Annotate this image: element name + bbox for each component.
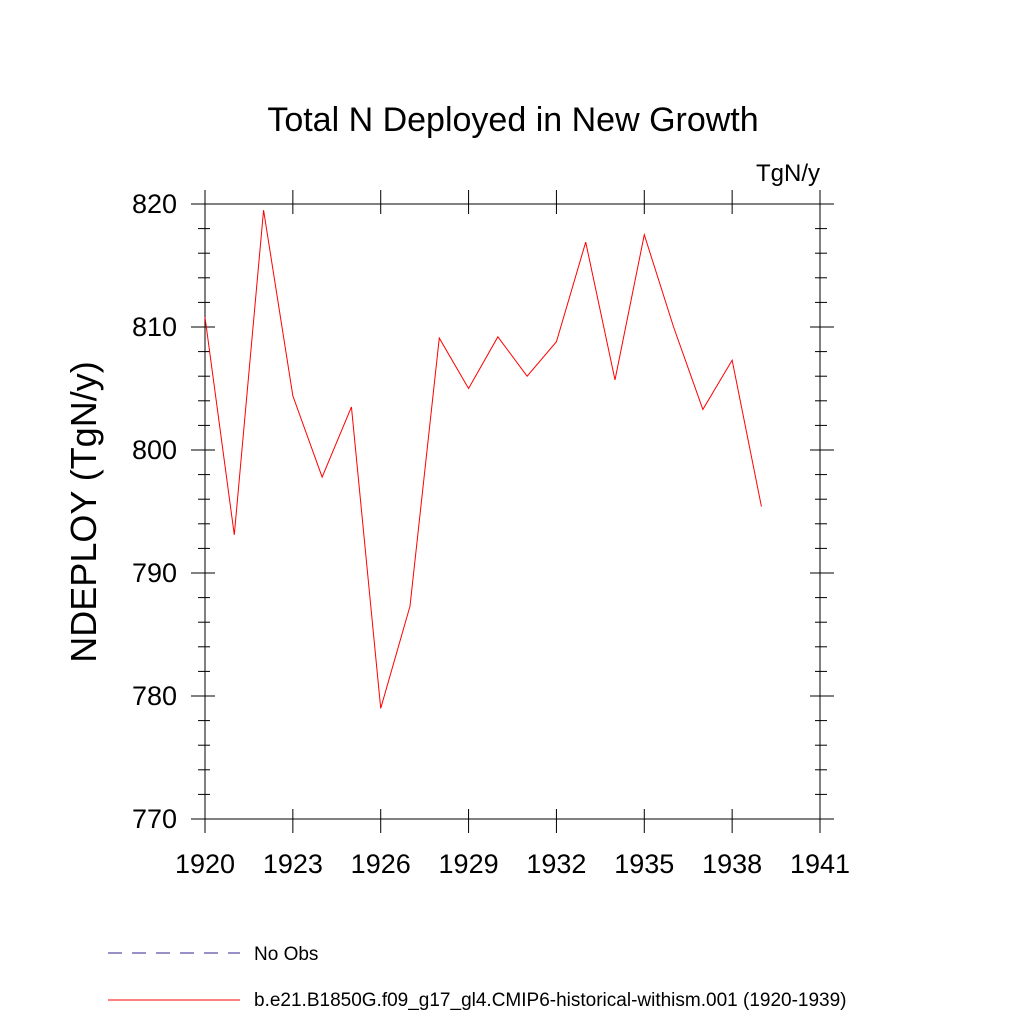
y-tick-label: 780 (132, 681, 177, 711)
y-tick-label: 810 (132, 312, 177, 342)
y-tick-label: 800 (132, 435, 177, 465)
series-layer (204, 210, 762, 709)
y-axis-title: NDEPLOY (TgN/y) (63, 361, 104, 662)
x-tick-label: 1929 (439, 849, 499, 879)
x-tick-label: 1926 (351, 849, 411, 879)
x-tick-label: 1932 (526, 849, 586, 879)
y-tick-label: 770 (132, 804, 177, 834)
ticks-layer: 1920 1923 1926 1929 1932 1935 1938 1941 770 780 79… (132, 189, 850, 879)
x-tick-label: 1923 (263, 849, 323, 879)
x-tick-label: 1941 (790, 849, 850, 879)
x-tick-label: 1938 (702, 849, 762, 879)
y-tick-label: 820 (132, 189, 177, 219)
units-label: TgN/y (756, 160, 820, 187)
plot-frame (204, 203, 821, 820)
y-tick-label: 790 (132, 558, 177, 588)
legend-label-series: b.e21.B1850G.f09_g17_gl4.CMIP6-historica… (254, 990, 847, 1011)
legend: No Obs b.e21.B1850G.f09_g17_gl4.CMIP6-hi… (108, 944, 847, 1011)
legend-label-no-obs: No Obs (254, 944, 318, 965)
x-tick-label: 1935 (614, 849, 674, 879)
x-tick-label: 1920 (175, 849, 235, 879)
series-line (204, 210, 762, 709)
chart-title: Total N Deployed in New Growth (267, 101, 758, 139)
